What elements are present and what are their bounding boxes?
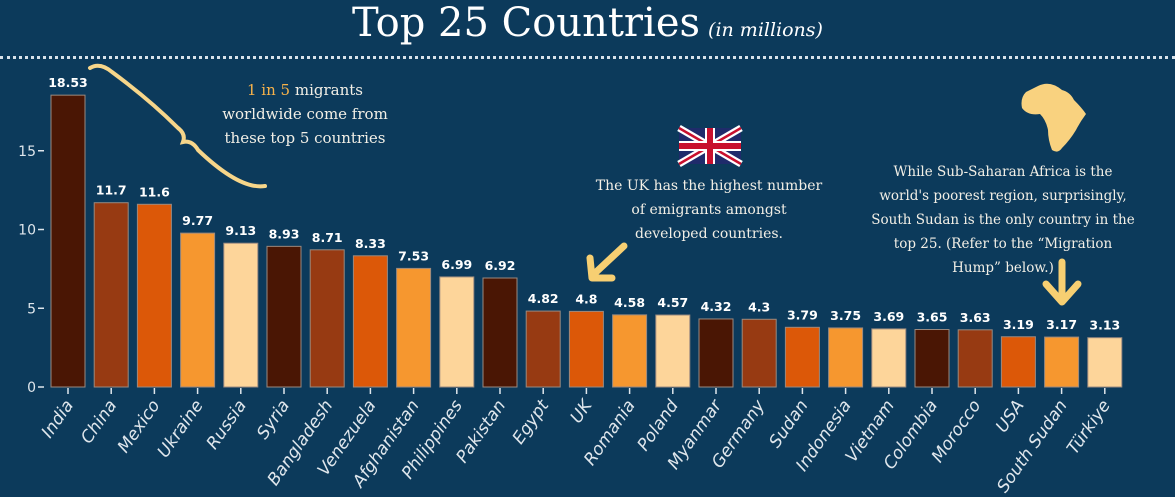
x-tick-label: India	[38, 396, 78, 442]
data-label: 3.69	[873, 309, 904, 324]
annotation-top5: 1 in 5 migrants worldwide come from thes…	[205, 78, 405, 150]
bar-syria	[266, 245, 302, 388]
title-subtitle: (in millions)	[708, 19, 823, 41]
bar-bangladesh	[309, 249, 345, 388]
y-tick-label: 15	[18, 144, 36, 160]
bar-colombia	[914, 329, 950, 388]
data-label: 4.57	[657, 295, 688, 310]
bar-sudan	[784, 326, 820, 388]
bars: 18.53 11.7 11.6 9.77 9.13 8.93 8.71 8.33 7.53 6.9…	[48, 75, 1123, 388]
data-label: 6.99	[441, 257, 472, 272]
bar-india	[50, 94, 86, 388]
data-label: 9.13	[225, 223, 256, 238]
bar-egypt	[525, 310, 561, 388]
bar-romania	[612, 314, 648, 388]
bar-philippines	[439, 276, 475, 388]
data-label: 8.71	[312, 230, 343, 245]
bar-poland	[655, 314, 691, 388]
data-label: 18.53	[48, 75, 88, 90]
arrow-icon	[586, 242, 628, 282]
data-label: 4.32	[701, 299, 732, 314]
x-tick-label: Egypt	[509, 395, 554, 448]
bar-türkiye	[1087, 337, 1123, 388]
data-label: 7.53	[398, 248, 429, 263]
data-label: 6.92	[485, 258, 516, 273]
title-main: Top 25 Countries	[352, 0, 701, 46]
y-tick-label: 10	[18, 223, 36, 239]
curly-brace-icon	[88, 63, 267, 189]
data-label: 8.33	[355, 236, 386, 251]
annotation-uk: The UK has the highest number of emigran…	[595, 178, 823, 242]
annotation-africa: While Sub-Saharan Africa is the world's …	[871, 164, 1135, 276]
uk-flag-icon	[677, 124, 743, 168]
bar-russia	[223, 242, 259, 388]
africa-map-icon	[1021, 83, 1086, 152]
arrow-icon	[1042, 258, 1082, 306]
data-label: 8.93	[269, 226, 300, 241]
data-label: 3.65	[917, 310, 948, 325]
x-tick-label: Syria	[253, 396, 294, 443]
bar-south-sudan	[1044, 336, 1080, 388]
data-label: 3.79	[787, 307, 818, 322]
data-label: 4.8	[575, 291, 597, 306]
bar-myanmar	[698, 318, 734, 388]
annotation-top5-text: migrants worldwide come from these top 5…	[222, 81, 388, 147]
bar-ukraine	[180, 232, 216, 388]
bar-germany	[741, 318, 777, 388]
y-tick-label: 5	[27, 301, 36, 317]
bar-china	[93, 202, 129, 388]
x-tick-label: UK	[567, 395, 598, 427]
data-label: 11.6	[139, 184, 170, 199]
divider	[0, 56, 1175, 59]
bar-venezuela	[352, 255, 388, 388]
bar-afghanistan	[396, 267, 432, 388]
data-label: 3.63	[960, 310, 991, 325]
data-label: 3.17	[1046, 317, 1077, 332]
data-label: 4.58	[614, 295, 645, 310]
bar-morocco	[957, 329, 993, 388]
x-tick-label: USA	[992, 396, 1028, 436]
y-axis: 0 5 10 15	[18, 144, 44, 396]
data-label: 4.82	[528, 291, 559, 306]
x-tick-label: Türkiye	[1063, 396, 1115, 458]
bar-pakistan	[482, 277, 518, 388]
chart-title: Top 25 Countries (in millions)	[0, 0, 1175, 46]
data-label: 4.3	[748, 299, 770, 314]
y-tick-label: 0	[27, 380, 36, 396]
x-tick-label: China	[77, 396, 121, 447]
bar-usa	[1000, 336, 1036, 388]
data-label: 3.19	[1003, 317, 1034, 332]
data-label: 3.75	[830, 308, 861, 323]
annotation-top5-highlight: 1 in 5	[247, 81, 291, 99]
data-label: 11.7	[96, 183, 127, 198]
bar-vietnam	[871, 328, 907, 388]
data-label: 3.13	[1089, 318, 1120, 333]
data-label: 9.77	[182, 213, 213, 228]
x-tick-label: Russia	[203, 396, 251, 453]
bar-indonesia	[828, 327, 864, 388]
bar-uk	[568, 310, 604, 388]
bar-mexico	[136, 203, 172, 388]
